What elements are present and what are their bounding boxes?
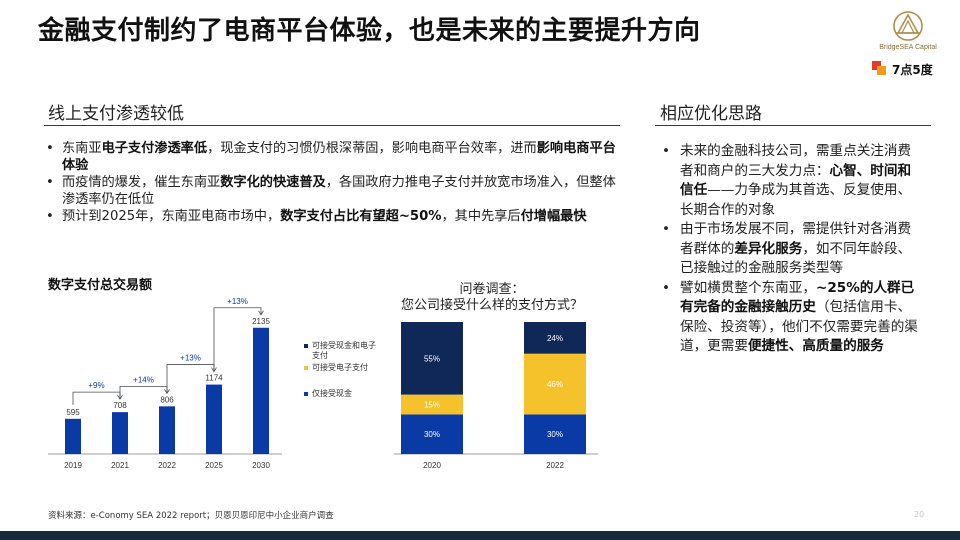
gmv-tick-label: 2022: [158, 461, 176, 470]
growth-arrow: [213, 307, 262, 371]
bullet-emphasis: ~25%的人群已有完备的金融接触历史: [680, 279, 915, 316]
page-number: 20: [914, 510, 925, 519]
legend-label: 可接受电子支付: [312, 362, 368, 372]
segment-label: 46%: [547, 380, 563, 389]
bullet-emphasis: 付增幅最快: [520, 209, 587, 224]
bullet-text: ，如不同年龄段、已接触过的金融服务类型等: [680, 240, 912, 277]
legend-swatch: [304, 392, 308, 396]
right-heading: 相应优化思路: [660, 104, 762, 124]
gmv-tick-label: 2025: [205, 461, 223, 470]
left-heading: 线上支付渗透较低: [48, 104, 184, 124]
growth-label: +13%: [227, 298, 248, 306]
segment-label: 55%: [424, 354, 440, 363]
bullet-emphasis: 电子支付渗透率低: [101, 141, 208, 156]
gmv-bar: [253, 327, 269, 454]
growth-label: +14%: [133, 375, 154, 384]
chart-title-gmv: 数字支付总交易额: [48, 278, 153, 293]
gmv-value-label: 2135: [252, 317, 270, 326]
gmv-bar-chart: 595 2019 708 2021 806 2022 1174 2025 2135 2030 +9%…: [48, 298, 282, 470]
bullet-text: ，其中先享后: [441, 209, 521, 224]
badge-text: 7点5度: [892, 62, 933, 77]
growth-arrowhead: [164, 389, 170, 395]
segment-label: 30%: [547, 430, 563, 439]
gmv-bar: [206, 384, 222, 454]
survey-tick-label: 2022: [546, 461, 564, 470]
legend-swatch: [304, 366, 308, 370]
growth-label: +9%: [88, 381, 104, 390]
survey-tick-label: 2020: [423, 461, 441, 470]
growth-arrowhead: [117, 394, 123, 400]
gmv-bar: [112, 412, 128, 454]
right-bullet-list: 未来的金融科技公司，需重点关注消费者和商户的三大发力点：心智、时间和信任——力争…: [660, 142, 922, 357]
right-bullet-item: 由于市场发展不同，需提供针对各消费者群体的差异化服务，如不同年龄段、已接触过的金…: [660, 220, 922, 279]
gmv-bar: [159, 406, 175, 454]
logo-text: BridgeSEA Capital: [879, 44, 937, 51]
legend-label: 可接受现金和电子: [312, 340, 376, 350]
bullet-text: 由于市场发展不同，需提供针对各消费者群体的: [680, 221, 912, 257]
left-divider: [44, 125, 620, 126]
bullet-emphasis: 数字化的快速普及: [220, 175, 326, 190]
bullet-emphasis: 心智、时间和信任: [680, 162, 912, 199]
bullet-emphasis: 差异化服务: [734, 240, 803, 257]
seven-point-five-badge: 7点5度: [872, 60, 933, 78]
growth-label: +13%: [180, 354, 201, 363]
bridge-logo-icon: [893, 11, 923, 41]
legend-label: 仅接受现金: [312, 388, 352, 398]
gmv-value-label: 1174: [205, 374, 223, 383]
right-divider: [655, 125, 931, 126]
bullet-text: 而疫情的爆发，催生东南亚: [62, 175, 221, 190]
stacked-segment: [524, 322, 586, 354]
stacked-segment: [401, 414, 463, 454]
legend-swatch: [304, 344, 308, 348]
bullet-text: 未来的金融科技公司，需重点关注消费者和商户的三大发力点：: [680, 143, 912, 179]
stacked-segment: [401, 394, 463, 415]
page-title: 金融支付制约了电商平台体验，也是未来的主要提升方向: [38, 16, 701, 46]
segment-label: 30%: [424, 430, 440, 439]
survey-title: 问卷调查：: [459, 282, 525, 297]
gmv-tick-label: 2030: [252, 461, 270, 470]
left-bullet-item: 预计到2025年，东南亚电商市场中，数字支付占比有望超~50%，其中先享后付增幅…: [44, 208, 622, 225]
bridgesea-logo: [862, 6, 954, 66]
growth-arrowhead: [258, 310, 264, 316]
source-note: 资料来源：e-Conomy SEA 2022 report；贝恩贝恩印尼中小企业…: [48, 511, 334, 521]
stacked-segment: [401, 322, 463, 395]
gmv-value-label: 708: [113, 401, 127, 410]
bullet-emphasis: 影响电商平台体验: [62, 141, 616, 173]
left-bullet-item: 而疫情的爆发，催生东南亚数字化的快速普及，各国政府力推电子支付并放宽市场准入，但…: [44, 174, 622, 208]
stacked-segment: [524, 353, 586, 415]
bullet-text: ，各国政府力推电子支付并放宽市场准入，但整体渗透率仍在低位: [62, 175, 616, 207]
bullet-text: 预计到2025年，东南亚电商市场中，: [62, 209, 281, 224]
bottom-bar: [0, 531, 960, 540]
gmv-tick-label: 2019: [64, 461, 82, 470]
right-bullet-item: 譬如横贯整个东南亚，~25%的人群已有完备的金融接触历史（包括信用卡、保险、投资…: [660, 279, 922, 357]
legend-label: 支付: [312, 350, 328, 360]
bullet-text: ——力争成为其首选、反复使用、长期合作的对象: [680, 182, 912, 218]
gmv-tick-label: 2021: [111, 461, 129, 470]
growth-arrowhead: [211, 367, 217, 373]
gmv-bar: [65, 418, 81, 454]
left-bullet-list: 东南亚电子支付渗透率低，现金支付的习惯仍根深蒂固，影响电商平台效率，进而影响电商…: [44, 140, 622, 225]
bullet-emphasis: 数字支付占比有望超~50%: [280, 209, 442, 224]
bullet-text: ，现金支付的习惯仍根深蒂固，影响电商平台效率，进而: [207, 141, 537, 156]
gmv-value-label: 806: [160, 395, 174, 404]
bullet-text: 东南亚: [62, 141, 102, 156]
segment-label: 15%: [424, 401, 440, 410]
badge-icon: [872, 61, 886, 75]
right-bullet-item: 未来的金融科技公司，需重点关注消费者和商户的三大发力点：心智、时间和信任——力争…: [660, 142, 922, 220]
bullet-text: 譬如横贯整个东南亚，: [680, 279, 816, 296]
stacked-segment: [524, 414, 586, 454]
bullet-emphasis: 便捷性、高质量的服务: [747, 338, 884, 354]
left-bullet-item: 东南亚电子支付渗透率低，现金支付的习惯仍根深蒂固，影响电商平台效率，进而影响电商…: [44, 140, 622, 174]
survey-subtitle: 您公司接受什么样的支付方式？: [400, 298, 583, 313]
segment-label: 24%: [547, 334, 563, 343]
bullet-text: （包括信用卡、保险、投资等），他们不仅需要完善的渠道，更需要: [680, 299, 918, 354]
gmv-value-label: 595: [66, 408, 80, 417]
